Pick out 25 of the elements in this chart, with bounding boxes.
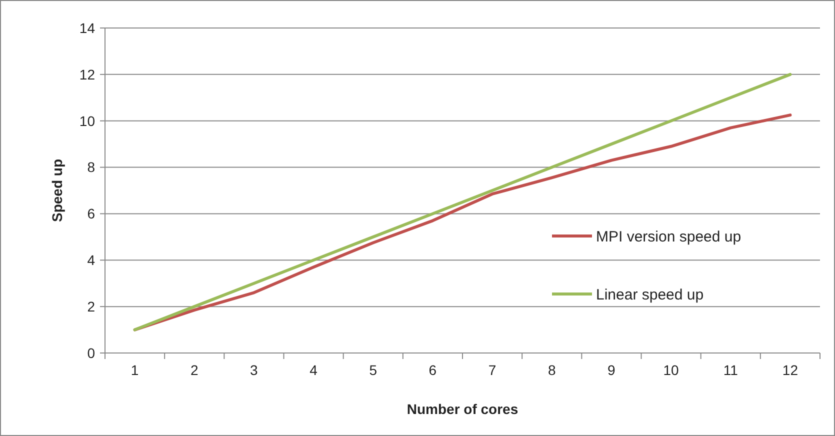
y-tick-label: 4 <box>87 252 96 268</box>
x-tick-label: 7 <box>488 362 496 378</box>
y-tick-label: 14 <box>79 20 96 36</box>
x-axis-title: Number of cores <box>406 401 518 417</box>
x-tick-label: 4 <box>310 362 318 378</box>
legend-label: Linear speed up <box>596 286 704 304</box>
y-tick-label: 12 <box>79 66 96 82</box>
y-tick-label: 6 <box>87 206 96 222</box>
x-tick-label: 8 <box>548 362 556 378</box>
x-tick-label: 6 <box>428 362 437 378</box>
x-tick-label: 2 <box>190 362 198 378</box>
y-tick-label: 10 <box>79 112 96 129</box>
x-tick-label: 10 <box>663 362 680 378</box>
y-tick-label: 2 <box>87 298 96 314</box>
x-tick-label: 9 <box>608 362 616 378</box>
x-tick-label: 1 <box>130 362 139 378</box>
x-tick-label: 5 <box>369 362 378 378</box>
y-axis-title: Speed up <box>49 158 65 222</box>
x-tick-label: 3 <box>250 362 258 378</box>
legend-label: MPI version speed up <box>596 228 742 246</box>
y-tick-label: 8 <box>87 159 96 176</box>
x-tick-label: 12 <box>782 362 798 378</box>
y-tick-label: 0 <box>87 344 96 361</box>
x-tick-label: 11 <box>723 362 738 378</box>
line-series <box>133 72 792 332</box>
